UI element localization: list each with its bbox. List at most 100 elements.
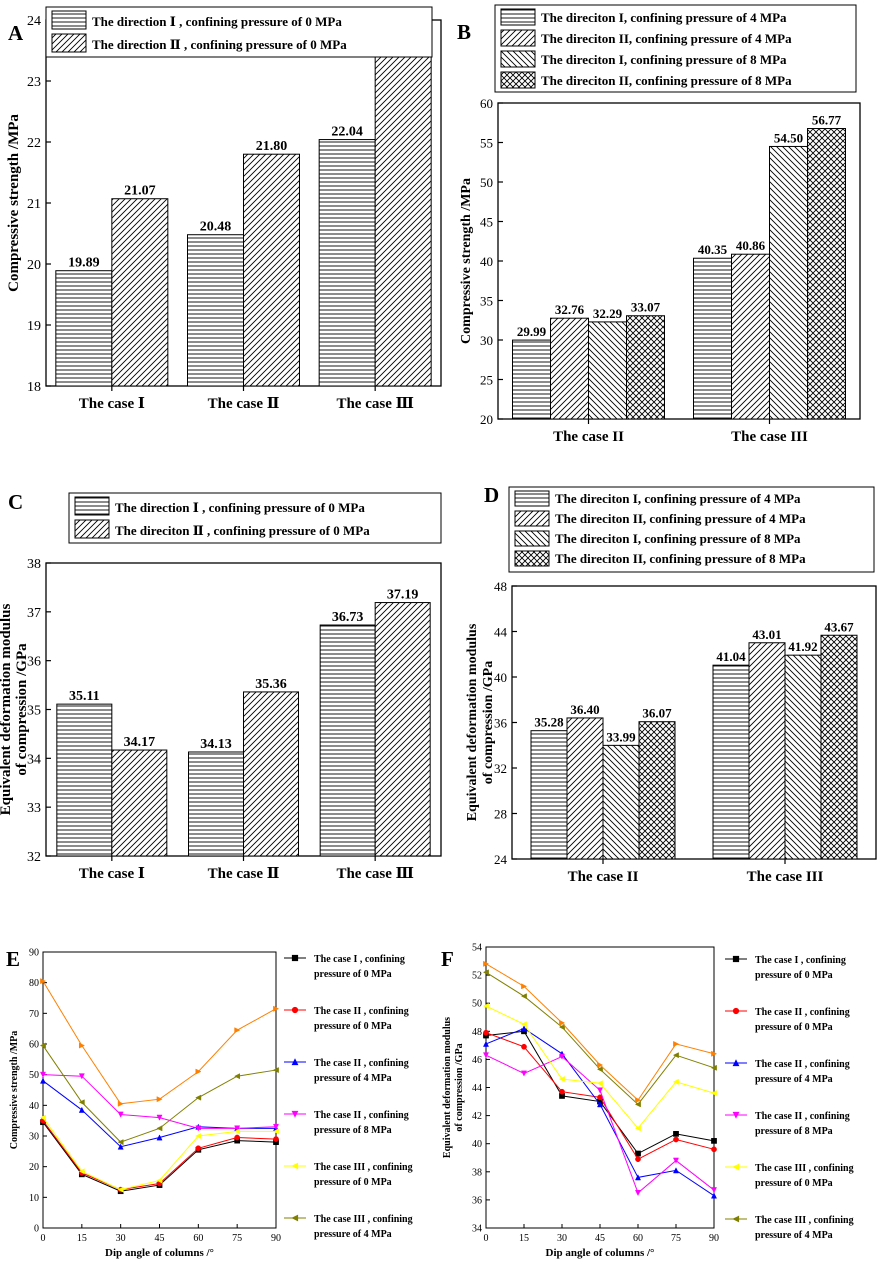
series-line — [42, 980, 277, 1105]
legend-entry: The direciton I, confining pressure of 4… — [555, 491, 801, 506]
data-point — [672, 1052, 679, 1059]
legend-swatch — [500, 29, 536, 47]
data-point — [672, 1157, 680, 1164]
legend-entry-line1: The case II , confining — [314, 1110, 409, 1121]
legend-swatch — [500, 8, 536, 26]
legend-marker — [291, 954, 299, 962]
y-axis-label-2: of compression /GPa — [481, 661, 496, 784]
panel-label: D — [484, 483, 499, 507]
data-point — [521, 983, 528, 990]
bar — [374, 46, 432, 387]
data-point — [710, 1064, 717, 1071]
y-tick-label: 28 — [494, 807, 507, 822]
data-point — [710, 1187, 718, 1194]
panel-label: B — [457, 20, 471, 44]
panel-B: B 20 25 30 35 40 45 50 55 60 Compressive strength … — [457, 4, 861, 445]
legend-entry: The direciton I, confining pressure of 4… — [541, 10, 787, 25]
y-tick-label: 18 — [27, 380, 41, 395]
data-point — [596, 1080, 603, 1087]
bar-value-label: 37.19 — [387, 588, 419, 603]
bar — [318, 139, 376, 387]
x-tick-label: 45 — [155, 1233, 165, 1244]
data-point — [482, 1003, 489, 1010]
bar-value-label: 35.11 — [69, 689, 100, 704]
data-point — [272, 1123, 280, 1130]
legend-marker — [291, 1214, 299, 1222]
data-point — [156, 1177, 163, 1184]
series-line — [485, 1005, 715, 1130]
y-tick-label: 48 — [472, 1027, 482, 1038]
legend-entry-line2: pressure of 8 MPa — [755, 1126, 833, 1137]
y-tick-label: 19 — [27, 319, 41, 334]
legend-entry: The direction Ⅰ , confining pressure of … — [115, 500, 365, 515]
bar-value-label: 43.01 — [752, 627, 781, 642]
data-point — [234, 1125, 241, 1132]
y-tick-label: 45 — [480, 215, 493, 230]
y-axis-label: Equivalent deformation modulus — [0, 603, 14, 815]
bar — [187, 234, 244, 387]
legend-entry-line1: The case II , confining — [755, 1059, 850, 1070]
legend-entry-line1: The case III , confining — [314, 1214, 413, 1225]
bar — [512, 339, 551, 420]
y-tick-label: 60 — [480, 96, 493, 111]
data-point — [596, 1101, 604, 1108]
data-point — [634, 1125, 641, 1132]
legend-marker — [732, 1007, 740, 1015]
y-tick-label: 23 — [27, 75, 41, 90]
data-point — [710, 1090, 717, 1097]
y-axis-label-2: of compression /GPa — [454, 1043, 465, 1131]
legend-entry-line1: The case III , confining — [755, 1215, 854, 1226]
data-point — [521, 1043, 527, 1050]
y-tick-label: 34 — [27, 752, 41, 767]
y-tick-label: 21 — [27, 197, 41, 212]
y-tick-label: 55 — [480, 136, 493, 151]
bar-value-label: 36.07 — [642, 706, 672, 721]
data-point — [559, 1019, 566, 1026]
bar — [55, 270, 113, 387]
legend-entry-line2: pressure of 0 MPa — [314, 969, 392, 980]
y-tick-label: 20 — [29, 1162, 39, 1173]
legend-entry-line2: pressure of 0 MPa — [314, 1021, 392, 1032]
series-line — [485, 1054, 715, 1194]
legend-entry-line2: pressure of 4 MPa — [314, 1073, 392, 1084]
data-point — [272, 1067, 279, 1074]
data-point — [711, 1138, 717, 1144]
data-point — [234, 1128, 241, 1135]
y-tick-label: 40 — [494, 670, 507, 685]
x-tick-label: 60 — [633, 1233, 643, 1244]
data-point — [482, 1040, 490, 1047]
x-tick-label: 0 — [41, 1233, 46, 1244]
y-tick-label: 24 — [494, 852, 508, 867]
legend-marker — [291, 1058, 299, 1066]
bar-value-label: 40.35 — [698, 242, 728, 257]
bar-value-label: 19.89 — [68, 256, 100, 271]
data-point — [673, 1136, 679, 1143]
bar-value-label: 35.36 — [255, 677, 287, 692]
y-tick-label: 30 — [29, 1132, 39, 1143]
y-tick-label: 20 — [480, 412, 493, 427]
data-point — [156, 1096, 163, 1103]
bar — [566, 717, 604, 860]
bar-value-label: 36.73 — [332, 610, 364, 625]
y-tick-label: 90 — [29, 948, 39, 959]
y-tick-label: 38 — [472, 1167, 482, 1178]
data-point — [195, 1068, 202, 1075]
y-tick-label: 36 — [472, 1195, 482, 1206]
legend-swatch — [74, 519, 110, 539]
bar — [243, 691, 299, 857]
data-point — [195, 1145, 202, 1152]
data-point — [483, 1029, 489, 1036]
bar — [769, 145, 808, 420]
y-tick-label: 80 — [29, 978, 39, 989]
y-axis-label: Compressive strength /MPa — [459, 178, 474, 344]
y-tick-label: 24 — [27, 14, 41, 29]
y-tick-label: 37 — [27, 606, 41, 621]
legend-swatch — [514, 510, 550, 527]
panel-label: E — [6, 947, 20, 971]
y-tick-label: 42 — [472, 1111, 482, 1122]
y-tick-label: 60 — [29, 1040, 39, 1051]
y-tick-label: 33 — [27, 801, 41, 816]
bar-value-label: 54.50 — [774, 130, 803, 145]
legend-entry-line1: The case II , confining — [755, 1007, 850, 1018]
